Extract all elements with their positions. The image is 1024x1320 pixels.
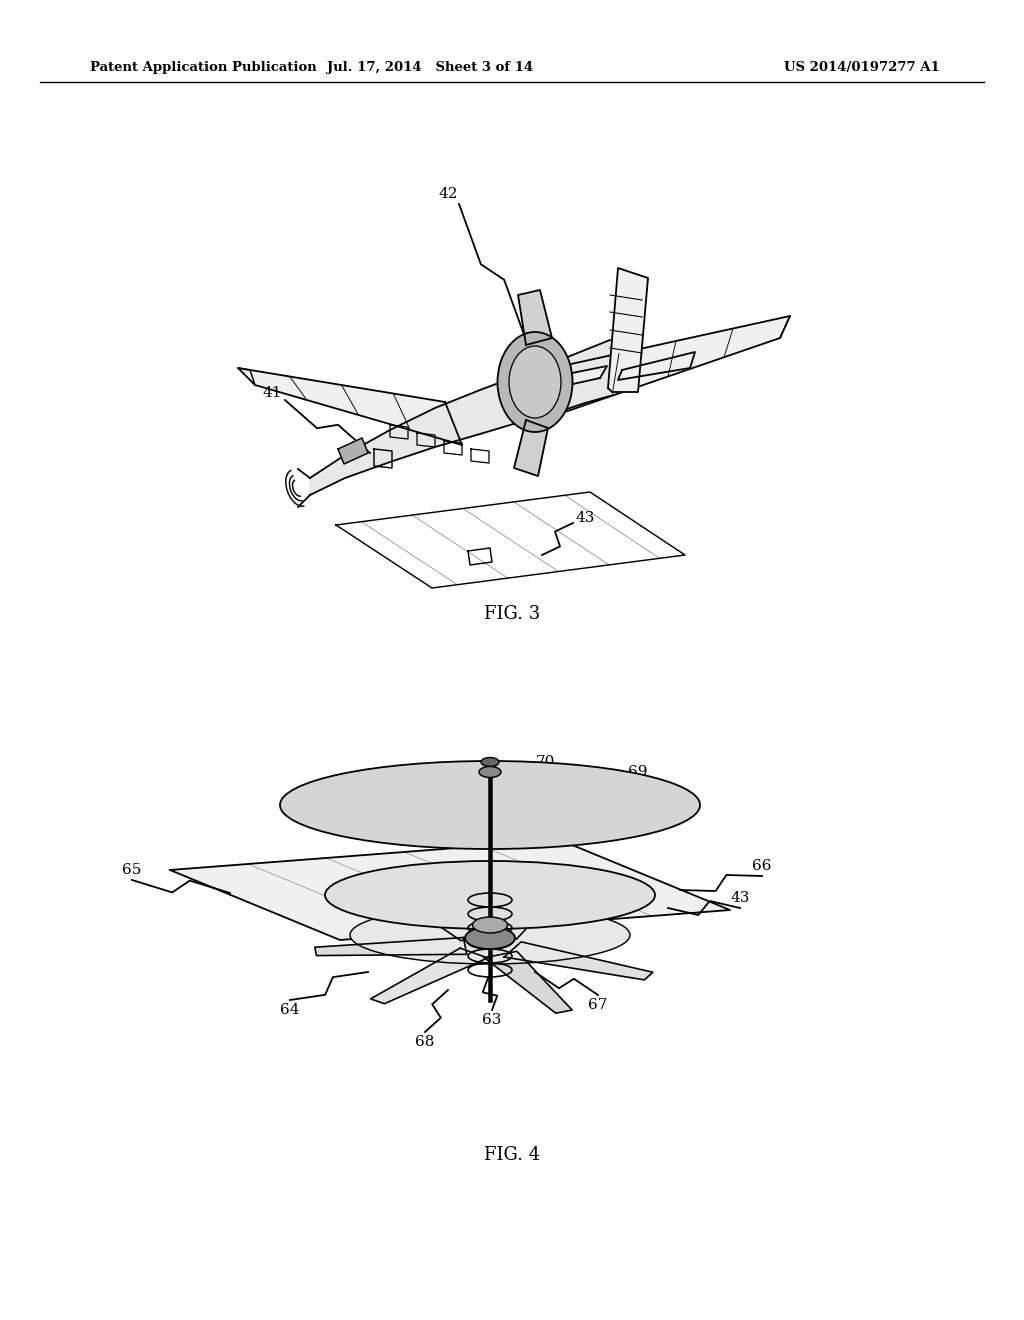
Ellipse shape: [498, 333, 572, 432]
Ellipse shape: [481, 758, 499, 767]
Polygon shape: [314, 937, 467, 956]
Polygon shape: [382, 883, 490, 941]
Polygon shape: [555, 366, 607, 388]
Ellipse shape: [509, 346, 561, 418]
Polygon shape: [504, 942, 653, 979]
Ellipse shape: [472, 917, 508, 933]
Polygon shape: [310, 341, 610, 495]
Polygon shape: [484, 952, 572, 1014]
Polygon shape: [514, 420, 548, 477]
Text: 68: 68: [416, 1035, 434, 1049]
Text: FIG. 3: FIG. 3: [484, 605, 540, 623]
Text: 63: 63: [482, 1012, 502, 1027]
Ellipse shape: [479, 767, 501, 777]
Text: 67: 67: [589, 998, 607, 1012]
Text: FIG. 4: FIG. 4: [484, 1146, 540, 1164]
Polygon shape: [238, 368, 462, 445]
Text: 41: 41: [262, 385, 282, 400]
Text: US 2014/0197277 A1: US 2014/0197277 A1: [784, 62, 940, 74]
Ellipse shape: [350, 906, 630, 964]
Text: 65: 65: [122, 863, 141, 876]
Text: 66: 66: [753, 859, 772, 873]
Polygon shape: [484, 876, 572, 939]
Polygon shape: [338, 438, 368, 465]
Polygon shape: [556, 315, 790, 414]
Text: Jul. 17, 2014   Sheet 3 of 14: Jul. 17, 2014 Sheet 3 of 14: [327, 62, 534, 74]
Ellipse shape: [280, 762, 700, 849]
Text: 69: 69: [629, 766, 648, 779]
Text: 42: 42: [438, 187, 458, 201]
Polygon shape: [170, 840, 730, 940]
Polygon shape: [371, 948, 487, 1003]
Text: 70: 70: [536, 755, 555, 770]
Ellipse shape: [465, 927, 515, 949]
Polygon shape: [608, 268, 648, 392]
Text: Patent Application Publication: Patent Application Publication: [90, 62, 316, 74]
Text: 43: 43: [730, 891, 750, 906]
Text: 43: 43: [575, 511, 595, 525]
Text: 64: 64: [281, 1003, 300, 1016]
Polygon shape: [518, 290, 552, 345]
Polygon shape: [618, 352, 695, 380]
Ellipse shape: [325, 861, 655, 929]
